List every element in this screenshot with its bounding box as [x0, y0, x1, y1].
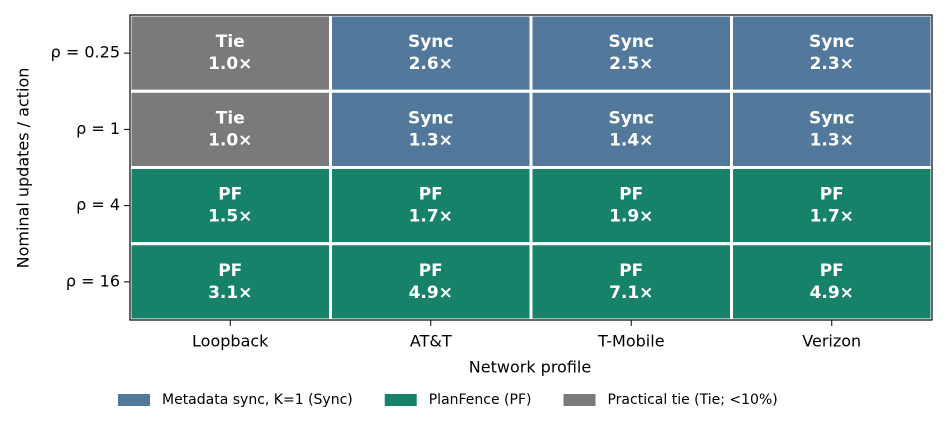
cell	[128, 89, 332, 169]
y-tick-label: ρ = 4	[76, 195, 120, 214]
legend-swatch	[118, 394, 150, 406]
x-tick-label: T-Mobile	[597, 332, 665, 351]
cell-winner: Sync	[809, 32, 855, 52]
cell	[730, 242, 934, 322]
cell-value-label: 1.0×	[208, 130, 252, 150]
legend-label: Metadata sync, K=1 (Sync)	[162, 392, 353, 408]
cell-winner: Tie	[216, 32, 245, 52]
cell-value-label: 1.3×	[810, 130, 854, 150]
y-tick-label: ρ = 0.25	[51, 43, 120, 62]
legend-swatch	[384, 394, 417, 406]
y-axis-title: Nominal updates / action	[14, 68, 33, 269]
x-axis-title: Network profile	[469, 358, 591, 377]
cell	[529, 13, 733, 93]
cell-value-label: 4.9×	[810, 283, 854, 303]
cell-winner: Tie	[216, 108, 245, 128]
cell-value-label: 1.9×	[609, 207, 653, 227]
cell-winner: PF	[419, 185, 443, 205]
cell	[730, 89, 934, 169]
cell	[329, 166, 533, 246]
cell-winner: PF	[619, 185, 643, 205]
cell-winner: PF	[820, 261, 844, 281]
cell-value-label: 7.1×	[609, 283, 653, 303]
cell-winner: PF	[820, 185, 844, 205]
cell-value-label: 2.6×	[409, 54, 453, 74]
cell-winner: Sync	[608, 32, 654, 52]
cell-value-label: 3.1×	[208, 283, 252, 303]
x-tick-label: Loopback	[192, 332, 269, 351]
cell-value-label: 4.9×	[409, 283, 453, 303]
cell-value-label: 1.7×	[409, 207, 453, 227]
cell-value-label: 1.4×	[609, 130, 653, 150]
cell-value-label: 1.0×	[208, 54, 252, 74]
cell	[529, 242, 733, 322]
cell	[529, 89, 733, 169]
cell-winner: Sync	[608, 108, 654, 128]
cell-winner: Sync	[408, 108, 454, 128]
cell	[730, 166, 934, 246]
cell-value-label: 1.7×	[810, 207, 854, 227]
cell-winner: PF	[619, 261, 643, 281]
cell-winner: PF	[419, 261, 443, 281]
cell-value-label: 1.5×	[208, 207, 252, 227]
cell-value-label: 2.3×	[810, 54, 854, 74]
cell-winner: PF	[218, 185, 242, 205]
cell-winner: Sync	[408, 32, 454, 52]
cell-winner: PF	[218, 261, 242, 281]
cell	[730, 13, 934, 93]
x-tick-label: AT&T	[410, 332, 452, 351]
cell-value-label: 1.3×	[409, 130, 453, 150]
y-tick-label: ρ = 16	[66, 271, 120, 290]
cell	[329, 89, 533, 169]
cell	[128, 13, 332, 93]
y-tick-label: ρ = 1	[76, 119, 120, 138]
legend-swatch	[563, 394, 596, 406]
legend-label: Practical tie (Tie; <10%)	[607, 392, 777, 408]
cell-winner: Sync	[809, 108, 855, 128]
cell	[329, 13, 533, 93]
cell-value-label: 2.5×	[609, 54, 653, 74]
x-tick-label: Verizon	[802, 332, 861, 351]
cell	[128, 166, 332, 246]
cell	[329, 242, 533, 322]
cell	[529, 166, 733, 246]
legend-label: PlanFence (PF)	[429, 392, 532, 408]
plot-frame	[129, 14, 933, 321]
cell	[128, 242, 332, 322]
